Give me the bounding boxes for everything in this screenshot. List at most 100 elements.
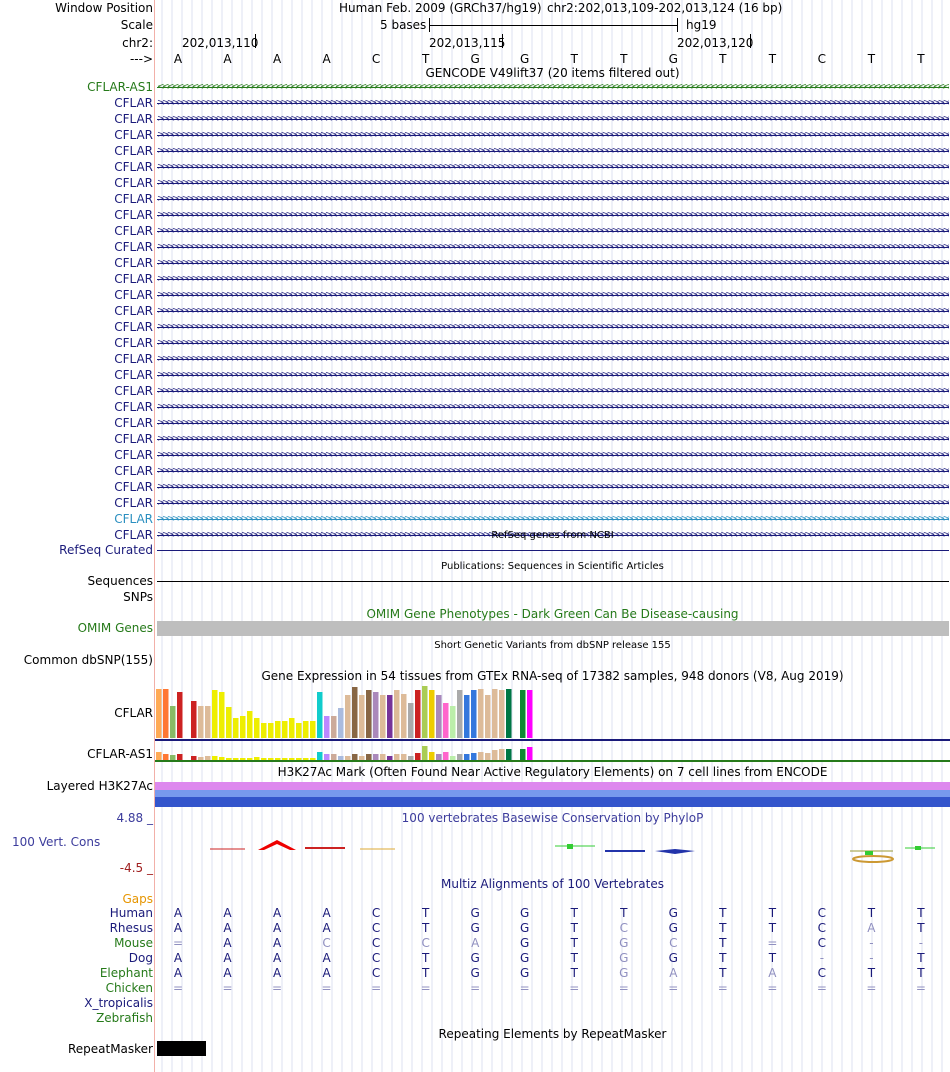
gene-feature[interactable]: >>>>>>>>>>>>>>>>>>>>>>>>>>>>>>>>>>>>>>>>… — [157, 385, 949, 397]
gene-feature[interactable]: >>>>>>>>>>>>>>>>>>>>>>>>>>>>>>>>>>>>>>>>… — [157, 257, 949, 269]
gene-label[interactable]: CFLAR-AS1 — [87, 80, 153, 94]
gene-feature[interactable]: >>>>>>>>>>>>>>>>>>>>>>>>>>>>>>>>>>>>>>>>… — [157, 225, 949, 237]
gene-label[interactable]: CFLAR — [114, 144, 153, 158]
gene-feature[interactable]: >>>>>>>>>>>>>>>>>>>>>>>>>>>>>>>>>>>>>>>>… — [157, 529, 949, 541]
omim-feature[interactable] — [157, 621, 949, 636]
gene-feature[interactable]: >>>>>>>>>>>>>>>>>>>>>>>>>>>>>>>>>>>>>>>>… — [157, 369, 949, 381]
refseq-track-title[interactable]: RefSeq genes from NCBI — [491, 530, 614, 541]
gene-label[interactable]: CFLAR — [114, 176, 153, 190]
gene-feature[interactable]: >>>>>>>>>>>>>>>>>>>>>>>>>>>>>>>>>>>>>>>>… — [157, 241, 949, 253]
gene-feature[interactable]: >>>>>>>>>>>>>>>>>>>>>>>>>>>>>>>>>>>>>>>>… — [157, 513, 949, 525]
h3k27ac-layer[interactable] — [155, 790, 950, 797]
repeatmasker-feature[interactable] — [157, 1041, 206, 1056]
gene-label[interactable]: CFLAR — [114, 336, 153, 350]
gene-feature[interactable]: >>>>>>>>>>>>>>>>>>>>>>>>>>>>>>>>>>>>>>>>… — [157, 465, 949, 477]
gene-label[interactable]: CFLAR — [114, 128, 153, 142]
gene-label[interactable]: CFLAR — [114, 240, 153, 254]
species-label[interactable]: Chicken — [105, 981, 153, 995]
gene-feature[interactable]: >>>>>>>>>>>>>>>>>>>>>>>>>>>>>>>>>>>>>>>>… — [157, 273, 949, 285]
gene-feature[interactable]: >>>>>>>>>>>>>>>>>>>>>>>>>>>>>>>>>>>>>>>>… — [157, 401, 949, 413]
alignment-base: = — [668, 981, 679, 995]
gtex-cflar-bar — [163, 689, 169, 738]
gene-label[interactable]: CFLAR — [114, 480, 153, 494]
gene-label[interactable]: CFLAR — [114, 112, 153, 126]
snps-label[interactable]: SNPs — [123, 590, 153, 604]
publications-track-title[interactable]: Publications: Sequences in Scientific Ar… — [441, 561, 664, 572]
species-label[interactable]: Mouse — [114, 936, 153, 950]
dbsnp-track-title[interactable]: Short Genetic Variants from dbSNP releas… — [434, 640, 671, 651]
gene-feature[interactable]: >>>>>>>>>>>>>>>>>>>>>>>>>>>>>>>>>>>>>>>>… — [157, 481, 949, 493]
h3k27ac-label[interactable]: Layered H3K27Ac — [46, 779, 153, 793]
publications-label[interactable]: Sequences — [87, 574, 153, 588]
gene-label[interactable]: CFLAR — [114, 224, 153, 238]
gene-label[interactable]: CFLAR — [114, 272, 153, 286]
gtex-gene-label[interactable]: CFLAR-AS1 — [87, 747, 153, 761]
gene-label[interactable]: CFLAR — [114, 368, 153, 382]
gene-label[interactable]: CFLAR — [114, 352, 153, 366]
species-label[interactable]: Dog — [128, 951, 153, 965]
repeatmasker-track-title[interactable]: Repeating Elements by RepeatMasker — [438, 1027, 667, 1041]
gene-feature[interactable]: >>>>>>>>>>>>>>>>>>>>>>>>>>>>>>>>>>>>>>>>… — [157, 417, 949, 429]
species-label[interactable]: Human — [109, 906, 153, 920]
gene-label[interactable]: CFLAR — [114, 464, 153, 478]
gene-feature[interactable]: >>>>>>>>>>>>>>>>>>>>>>>>>>>>>>>>>>>>>>>>… — [157, 161, 949, 173]
phylop-label[interactable]: 100 Vert. Cons — [12, 835, 101, 849]
gtex-chart[interactable] — [155, 684, 950, 764]
publications-line[interactable] — [157, 581, 949, 582]
strand-plus-arrows: >>>>>>>>>>>>>>>>>>>>>>>>>>>>>>>>>>>>>>>>… — [157, 290, 949, 300]
gene-feature[interactable]: >>>>>>>>>>>>>>>>>>>>>>>>>>>>>>>>>>>>>>>>… — [157, 97, 949, 109]
gencode-track-title[interactable]: GENCODE V49lift37 (20 items filtered out… — [425, 66, 680, 80]
gene-label[interactable]: CFLAR — [114, 256, 153, 270]
gene-feature[interactable]: >>>>>>>>>>>>>>>>>>>>>>>>>>>>>>>>>>>>>>>>… — [157, 305, 949, 317]
repeatmasker-label[interactable]: RepeatMasker — [67, 1042, 153, 1056]
gene-feature[interactable]: >>>>>>>>>>>>>>>>>>>>>>>>>>>>>>>>>>>>>>>>… — [157, 209, 949, 221]
species-label[interactable]: Rhesus — [109, 921, 153, 935]
gene-label[interactable]: CFLAR — [114, 432, 153, 446]
gene-label[interactable]: CFLAR — [114, 208, 153, 222]
multiz-track-title[interactable]: Multiz Alignments of 100 Vertebrates — [440, 877, 665, 891]
gene-feature[interactable]: >>>>>>>>>>>>>>>>>>>>>>>>>>>>>>>>>>>>>>>>… — [157, 353, 949, 365]
gene-label[interactable]: CFLAR — [114, 448, 153, 462]
phylop-graph[interactable] — [155, 835, 950, 870]
gene-feature[interactable]: >>>>>>>>>>>>>>>>>>>>>>>>>>>>>>>>>>>>>>>>… — [157, 433, 949, 445]
gene-feature[interactable]: >>>>>>>>>>>>>>>>>>>>>>>>>>>>>>>>>>>>>>>>… — [157, 113, 949, 125]
gene-label[interactable]: CFLAR — [114, 96, 153, 110]
h3k27ac-layer[interactable] — [155, 782, 950, 790]
gene-label[interactable]: CFLAR — [114, 320, 153, 334]
omim-track-title[interactable]: OMIM Gene Phenotypes - Dark Green Can Be… — [366, 607, 739, 621]
h3k27ac-layer[interactable] — [155, 797, 950, 807]
gene-feature[interactable]: >>>>>>>>>>>>>>>>>>>>>>>>>>>>>>>>>>>>>>>>… — [157, 145, 949, 157]
gene-label[interactable]: CFLAR — [114, 288, 153, 302]
gene-label[interactable]: CFLAR — [114, 304, 153, 318]
gene-feature[interactable]: >>>>>>>>>>>>>>>>>>>>>>>>>>>>>>>>>>>>>>>>… — [157, 337, 949, 349]
species-label[interactable]: X_tropicalis — [84, 996, 153, 1010]
species-label[interactable]: Elephant — [99, 966, 153, 980]
omim-label[interactable]: OMIM Genes — [77, 621, 153, 635]
gene-feature[interactable]: <<<<<<<<<<<<<<<<<<<<<<<<<<<<<<<<<<<<<<<<… — [157, 81, 949, 93]
gene-label[interactable]: CFLAR — [114, 528, 153, 542]
gene-feature[interactable]: >>>>>>>>>>>>>>>>>>>>>>>>>>>>>>>>>>>>>>>>… — [157, 321, 949, 333]
refseq-label[interactable]: RefSeq Curated — [59, 543, 153, 557]
gene-label[interactable]: CFLAR — [114, 496, 153, 510]
gene-label[interactable]: CFLAR — [114, 192, 153, 206]
h3k27ac-track-title[interactable]: H3K27Ac Mark (Often Found Near Active Re… — [277, 765, 828, 779]
dbsnp-label[interactable]: Common dbSNP(155) — [23, 653, 153, 667]
gtex-track-title[interactable]: Gene Expression in 54 tissues from GTEx … — [261, 669, 844, 683]
gene-label[interactable]: CFLAR — [114, 416, 153, 430]
gene-feature[interactable]: >>>>>>>>>>>>>>>>>>>>>>>>>>>>>>>>>>>>>>>>… — [157, 497, 949, 509]
gene-feature[interactable]: >>>>>>>>>>>>>>>>>>>>>>>>>>>>>>>>>>>>>>>>… — [157, 177, 949, 189]
gene-feature[interactable]: >>>>>>>>>>>>>>>>>>>>>>>>>>>>>>>>>>>>>>>>… — [157, 289, 949, 301]
phylop-track-title[interactable]: 100 vertebrates Basewise Conservation by… — [401, 811, 704, 825]
gaps-label[interactable]: Gaps — [122, 892, 153, 906]
gene-label[interactable]: CFLAR — [114, 512, 153, 526]
gene-feature[interactable]: >>>>>>>>>>>>>>>>>>>>>>>>>>>>>>>>>>>>>>>>… — [157, 193, 949, 205]
gene-label[interactable]: CFLAR — [114, 384, 153, 398]
gene-label[interactable]: CFLAR — [114, 400, 153, 414]
gtex-cflar-bar — [282, 721, 288, 738]
species-label[interactable]: Zebrafish — [96, 1011, 153, 1025]
gene-feature[interactable]: >>>>>>>>>>>>>>>>>>>>>>>>>>>>>>>>>>>>>>>>… — [157, 129, 949, 141]
refseq-line[interactable] — [157, 550, 949, 551]
gtex-gene-label[interactable]: CFLAR — [114, 706, 153, 720]
gene-feature[interactable]: >>>>>>>>>>>>>>>>>>>>>>>>>>>>>>>>>>>>>>>>… — [157, 449, 949, 461]
gene-label[interactable]: CFLAR — [114, 160, 153, 174]
